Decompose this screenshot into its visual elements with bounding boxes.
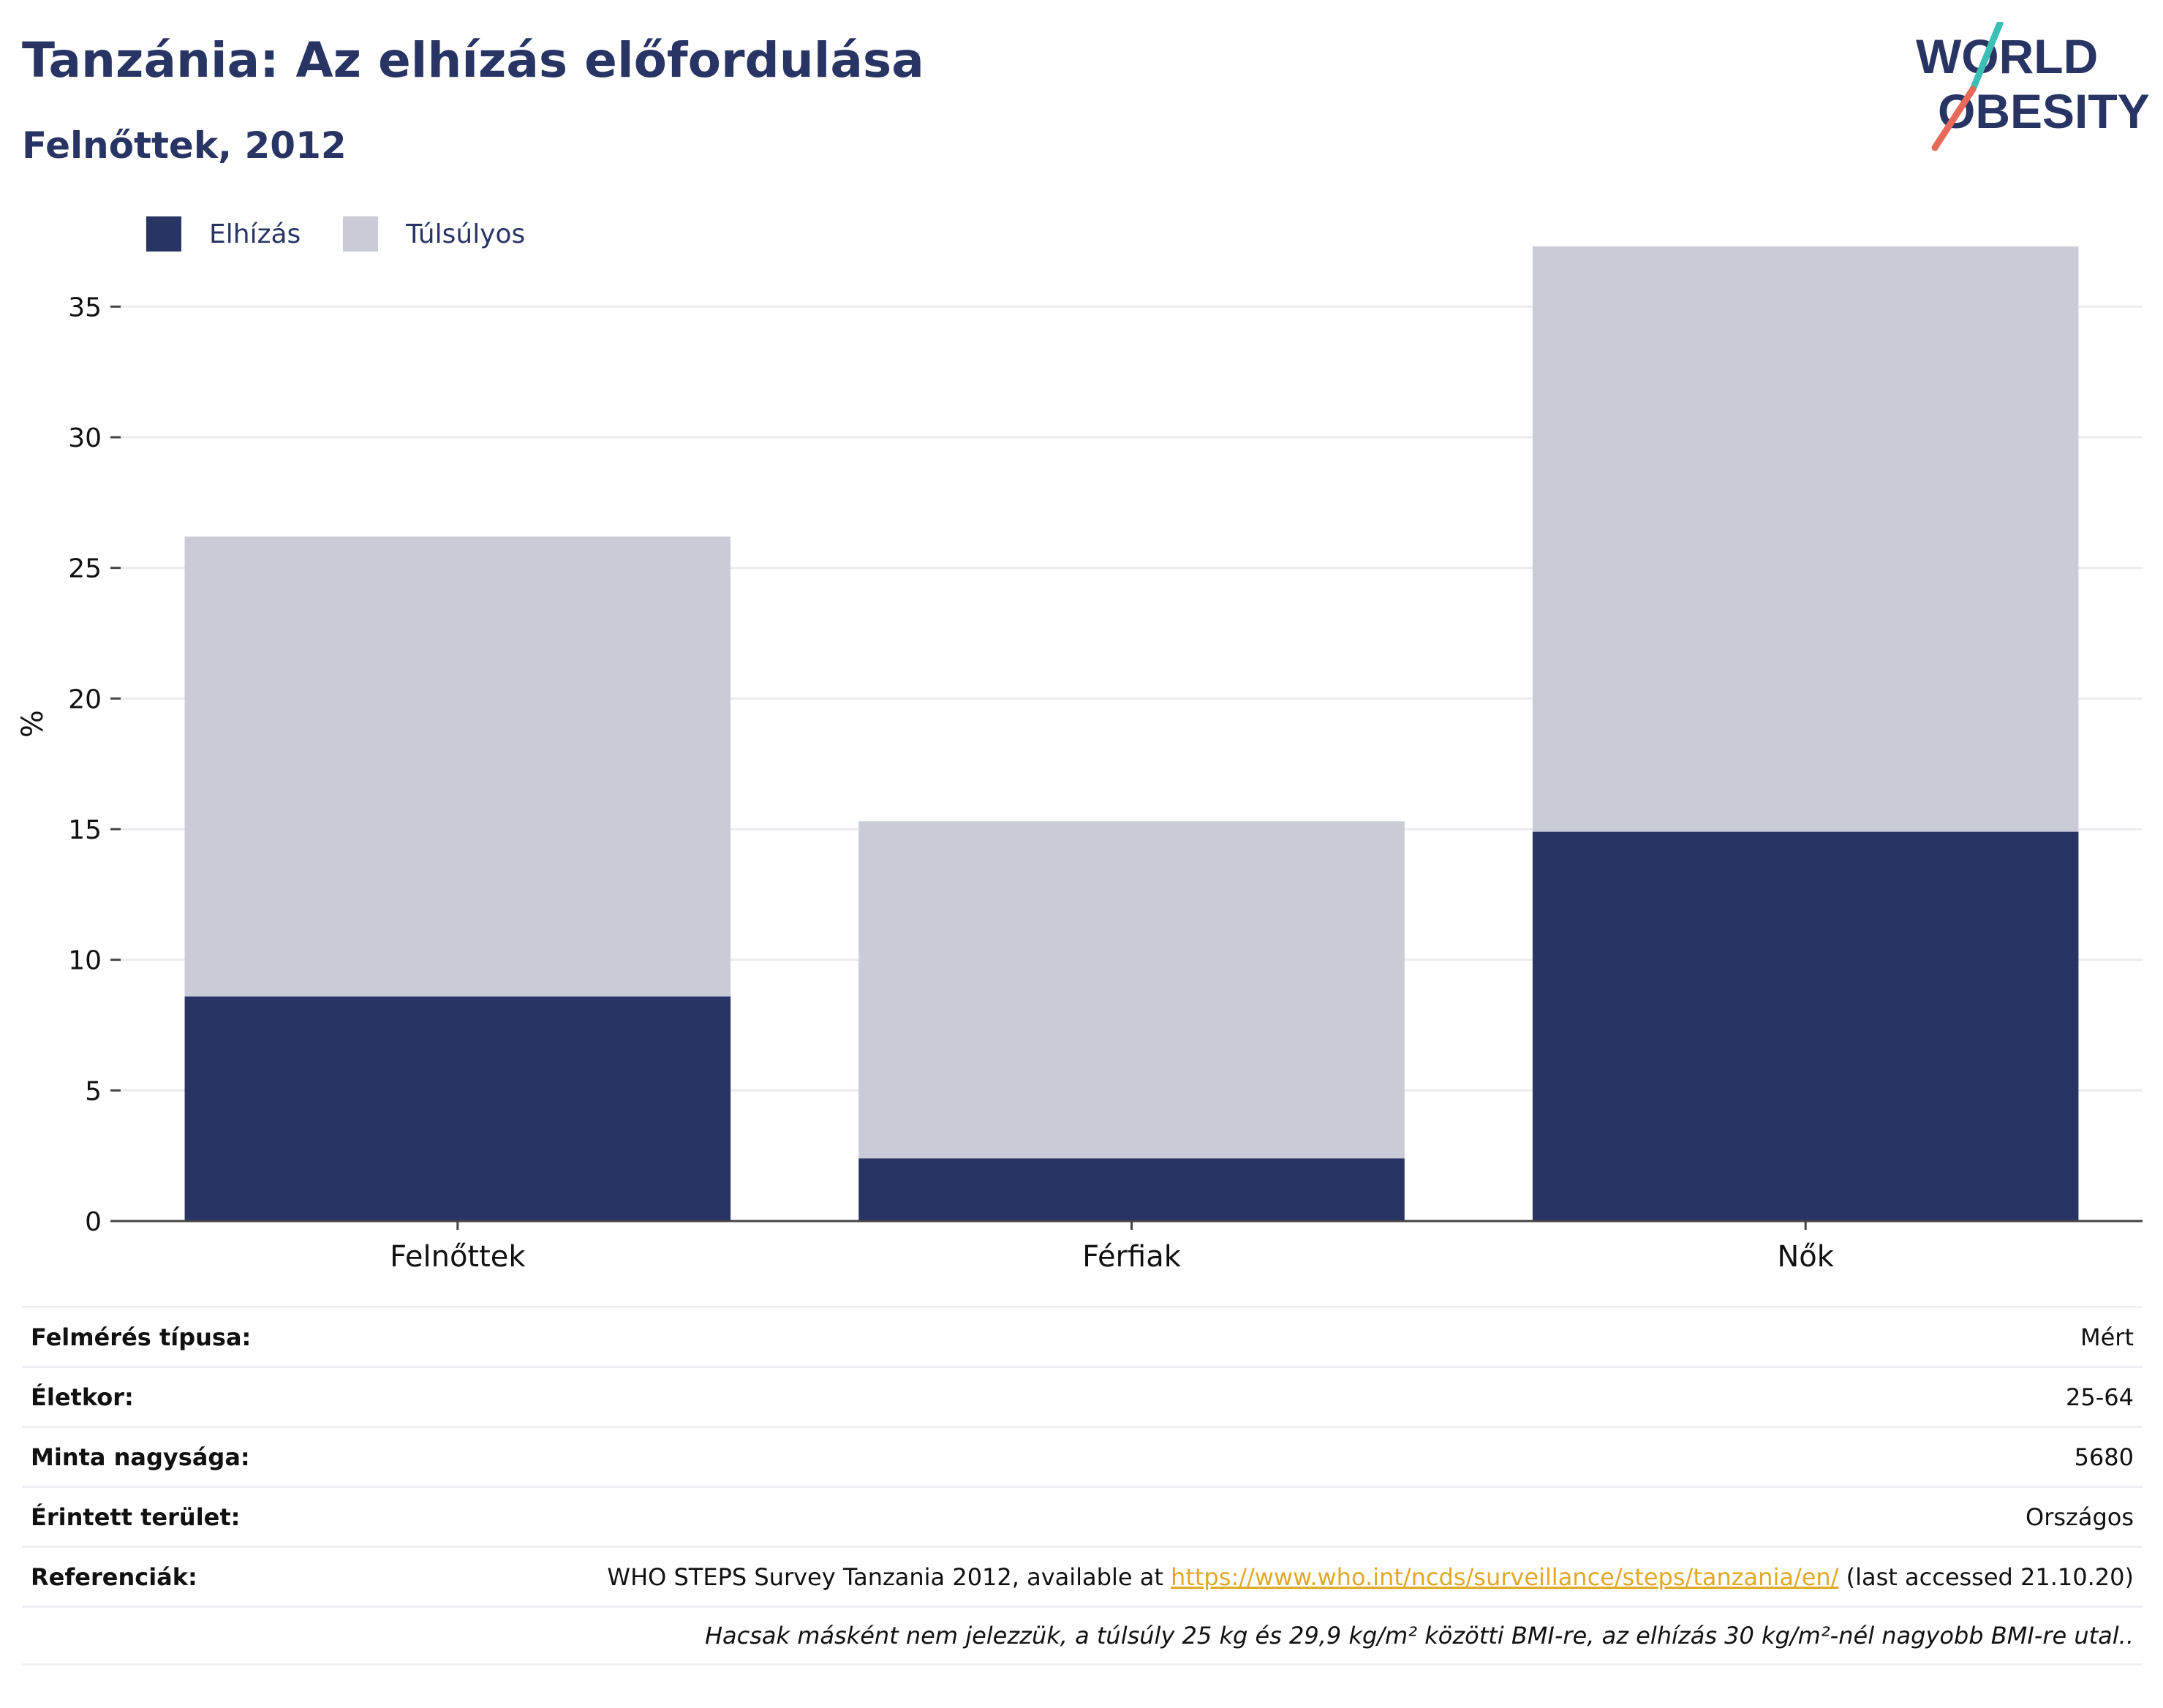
bar-segment-túlsúlyos[interactable] xyxy=(184,536,731,997)
bar-segment-elhízás[interactable] xyxy=(184,996,731,1221)
stacked-bar-chart: 0 5 10 15 20 25 30 35 Felnőttek Férfiak Nők % xyxy=(16,246,2143,1274)
meta-value: Mért xyxy=(2080,1323,2134,1351)
y-axis-label: % xyxy=(16,710,50,738)
y-tick-label: 35 xyxy=(68,292,102,322)
y-tick-label: 0 xyxy=(85,1207,102,1237)
page-subtitle: Felnőttek, 2012 xyxy=(22,124,347,167)
y-tick-label: 10 xyxy=(68,946,102,976)
reference-suffix: (last accessed 21.10.20) xyxy=(1838,1562,2134,1591)
meta-row-note: Hacsak másként nem jelezzük, a túlsúly 2… xyxy=(22,1606,2143,1666)
meta-label: Referenciák: xyxy=(31,1562,197,1591)
bar-segment-elhízás[interactable] xyxy=(858,1158,1405,1221)
survey-metadata-table: Felmérés típusa: Mért Életkor: 25-64 Min… xyxy=(22,1306,2143,1666)
meta-value: Országos xyxy=(2026,1503,2134,1531)
legend-swatch-obesity xyxy=(146,216,181,252)
reference-prefix: WHO STEPS Survey Tanzania 2012, availabl… xyxy=(607,1562,1171,1591)
logo-slash-top xyxy=(1969,22,2004,93)
meta-label: Életkor: xyxy=(31,1383,134,1411)
meta-row-sample-size: Minta nagysága: 5680 xyxy=(22,1426,2143,1486)
meta-value: 5680 xyxy=(2074,1443,2134,1471)
legend-label-obesity: Elhízás xyxy=(209,219,301,249)
reference-text: WHO STEPS Survey Tanzania 2012, availabl… xyxy=(607,1563,2134,1591)
reference-link[interactable]: https://www.who.int/ncds/surveillance/st… xyxy=(1171,1562,1839,1591)
y-tick-label: 5 xyxy=(85,1076,102,1106)
legend-label-overweight: Túlsúlyos xyxy=(406,219,526,249)
chart-bars xyxy=(184,246,2079,1221)
meta-label: Felmérés típusa: xyxy=(31,1323,252,1351)
x-tick-label: Felnőttek xyxy=(390,1240,526,1274)
meta-row-area: Érintett terület: Országos xyxy=(22,1486,2143,1546)
page-title: Tanzánia: Az elhízás előfordulása xyxy=(22,32,924,88)
meta-row-age: Életkor: 25-64 xyxy=(22,1366,2143,1426)
y-tick-label: 25 xyxy=(68,554,102,584)
y-tick-label: 15 xyxy=(68,815,102,845)
legend-swatch-overweight xyxy=(343,216,379,252)
bar-segment-túlsúlyos[interactable] xyxy=(858,821,1405,1159)
y-tick-label: 30 xyxy=(68,423,102,453)
legend-item-obesity[interactable]: Elhízás xyxy=(146,216,301,252)
meta-row-survey-type: Felmérés típusa: Mért xyxy=(22,1306,2143,1366)
x-tick-label: Férfiak xyxy=(1082,1240,1182,1274)
bar-segment-túlsúlyos[interactable] xyxy=(1532,246,2079,832)
logo-line-1: WORLD xyxy=(1916,29,2098,83)
meta-value: 25-64 xyxy=(2066,1383,2134,1411)
y-tick-label: 20 xyxy=(68,684,102,714)
meta-row-references: Referenciák: WHO STEPS Survey Tanzania 2… xyxy=(22,1546,2143,1606)
logo-slash-bottom xyxy=(1931,86,1977,151)
x-axis-ticks: Felnőttek Férfiak Nők xyxy=(390,1221,1835,1274)
meta-label: Érintett terület: xyxy=(31,1503,241,1531)
chart-legend: Elhízás Túlsúlyos xyxy=(146,216,567,252)
definition-note: Hacsak másként nem jelezzük, a túlsúly 2… xyxy=(704,1622,2134,1650)
meta-label: Minta nagysága: xyxy=(31,1443,250,1471)
world-obesity-logo: WORLD OBESITY xyxy=(1916,22,2150,151)
bar-segment-elhízás[interactable] xyxy=(1532,831,2079,1221)
legend-item-overweight[interactable]: Túlsúlyos xyxy=(343,216,525,252)
y-axis-ticks: 0 5 10 15 20 25 30 35 xyxy=(68,292,121,1237)
x-tick-label: Nők xyxy=(1777,1240,1834,1274)
